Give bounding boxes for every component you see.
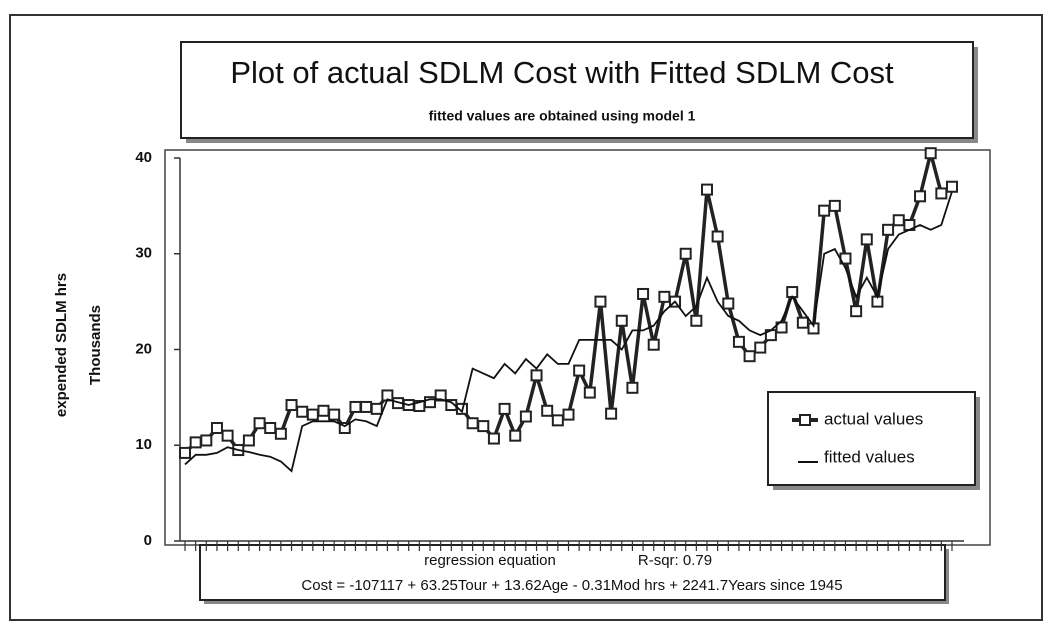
data-point: [306, 408, 319, 421]
data-point: [690, 314, 703, 327]
y-tick-label: 30: [135, 245, 152, 262]
data-point: [679, 247, 692, 260]
data-point: [221, 429, 234, 442]
data-point: [924, 147, 937, 160]
data-point: [541, 404, 554, 417]
data-point: [487, 432, 500, 445]
data-point: [210, 422, 223, 435]
chart-subtitle: fitted values are obtained using model 1: [429, 108, 696, 124]
data-point: [296, 405, 309, 418]
data-point: [637, 287, 650, 300]
frame: [9, 14, 1043, 621]
data-point: [935, 187, 948, 200]
data-point: [775, 321, 788, 334]
equation: Cost = -107117 + 63.25Tour + 13.62Age - …: [301, 577, 842, 594]
data-point: [818, 204, 831, 217]
legend-box: [767, 391, 976, 486]
data-point: [743, 350, 756, 363]
data-point: [647, 338, 660, 351]
data-point: [317, 404, 330, 417]
title-box: [180, 41, 974, 139]
data-point: [551, 414, 564, 427]
y-tick-label: 0: [144, 532, 152, 549]
equation-heading: regression equation: [424, 552, 556, 569]
data-point: [573, 364, 586, 377]
data-point: [892, 214, 905, 227]
y-tick-label: 40: [135, 149, 152, 166]
equation-box: [199, 544, 946, 601]
legend-marker: [799, 414, 811, 426]
data-point: [882, 223, 895, 236]
data-point: [711, 230, 724, 243]
data-point: [200, 434, 213, 447]
data-point: [434, 389, 447, 402]
data-point: [360, 400, 373, 413]
data-point: [264, 422, 277, 435]
data-point: [658, 290, 671, 303]
data-point: [477, 420, 490, 433]
data-point: [370, 402, 383, 415]
data-point: [189, 436, 202, 449]
data-point: [626, 381, 639, 394]
y-tick-label: 10: [135, 436, 152, 453]
data-point: [253, 417, 266, 430]
data-point: [285, 399, 298, 412]
legend-label: actual values: [824, 409, 923, 428]
data-point: [509, 429, 522, 442]
data-point: [722, 297, 735, 310]
data-point: [424, 396, 437, 409]
data-point: [530, 369, 543, 382]
data-point: [946, 180, 958, 193]
data-point: [796, 316, 809, 329]
data-point: [828, 199, 841, 212]
data-point: [754, 341, 767, 354]
y-tick-label: 20: [135, 340, 152, 357]
data-point: [349, 400, 362, 413]
data-point: [562, 408, 575, 421]
data-point: [242, 434, 255, 447]
data-point: [338, 422, 351, 435]
data-point: [615, 314, 628, 327]
data-point: [328, 408, 341, 421]
data-point: [850, 305, 863, 318]
series-line: [184, 191, 953, 473]
legend-label: fitted values: [824, 447, 915, 466]
data-point: [179, 446, 191, 459]
data-point: [732, 335, 745, 348]
data-point: [605, 407, 618, 420]
chart-title: Plot of actual SDLM Cost with Fitted SDL…: [230, 55, 894, 90]
data-point: [594, 295, 607, 308]
data-point: [466, 417, 479, 430]
y-axis-label: expended SDLM hrs: [53, 273, 70, 417]
y-unit-label: Thousands: [87, 305, 104, 385]
data-point: [700, 183, 713, 196]
data-point: [274, 427, 287, 440]
data-point: [914, 190, 927, 203]
r-squared: R-sqr: 0.79: [638, 552, 712, 569]
data-point: [519, 410, 532, 423]
data-point: [583, 386, 596, 399]
data-point: [860, 233, 873, 246]
data-point: [498, 402, 511, 415]
